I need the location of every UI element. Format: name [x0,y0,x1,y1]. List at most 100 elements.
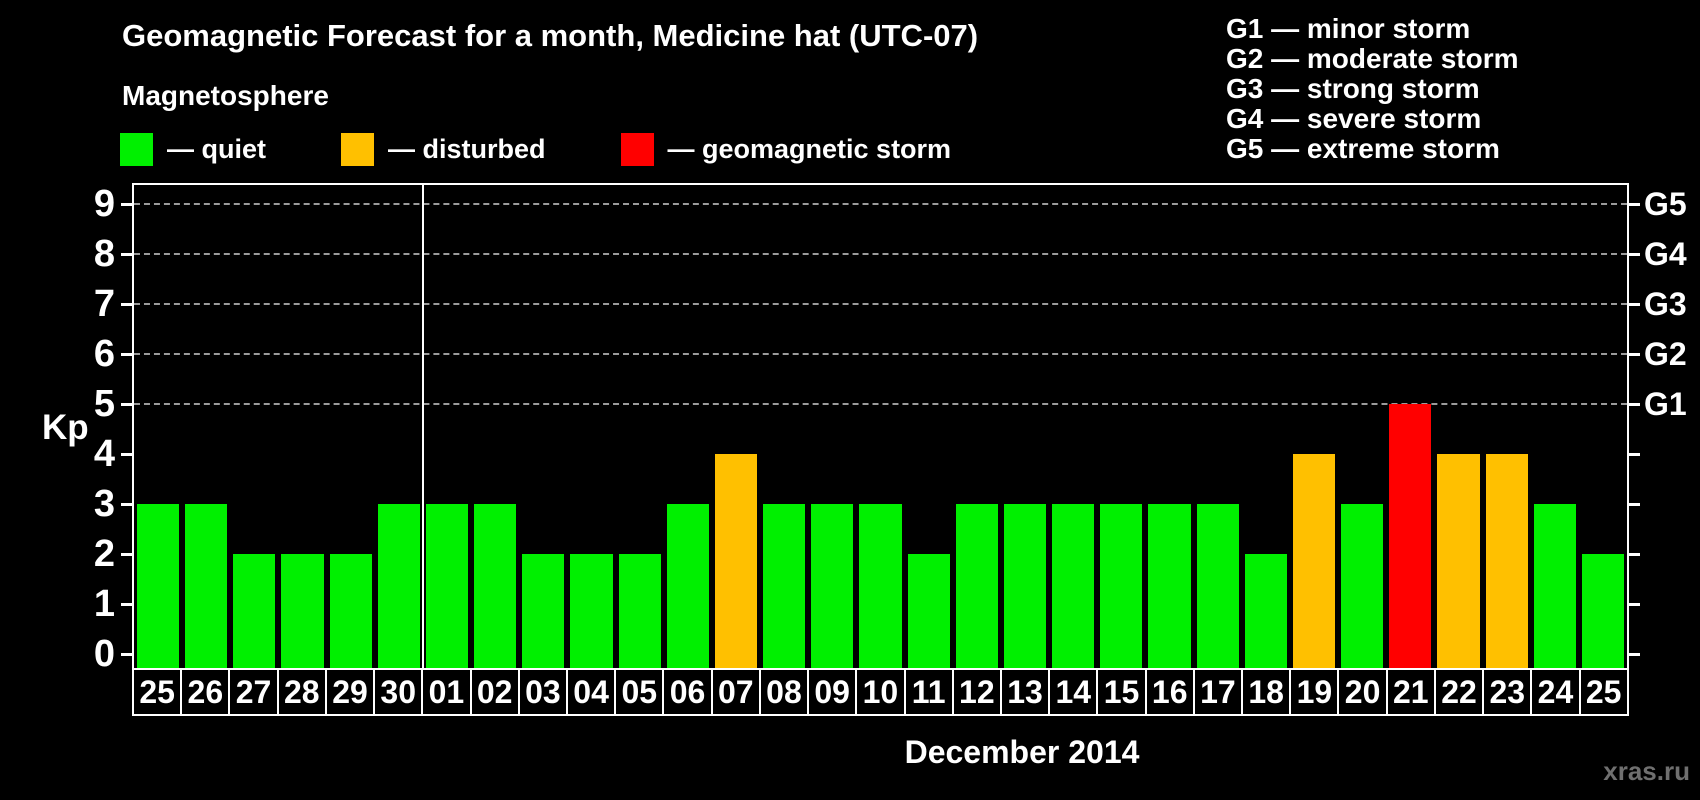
day-label-11: 11 [903,668,954,716]
bar-day-18 [1244,554,1287,670]
y-tick-label-1: 1 [93,583,115,625]
day-label-29: 29 [324,668,376,716]
day-label-10: 10 [855,668,906,716]
bar-day-20 [1341,504,1384,670]
legend-item-disturbed: — disturbed [341,133,546,166]
bar-day-23 [1485,454,1528,670]
bar-day-03 [522,554,565,670]
day-label-25: 25 [1578,668,1629,716]
g-axis-label-g3: G3 [1644,286,1687,322]
bar-day-30 [377,504,420,670]
day-label-27: 27 [228,668,279,716]
day-label-22: 22 [1433,668,1485,716]
legend-item-quiet: — quiet [120,133,266,166]
day-label-24: 24 [1530,668,1581,716]
legend-label-storm: — geomagnetic storm [667,134,952,164]
day-label-06: 06 [662,668,713,716]
magnetosphere-legend: — quiet — disturbed — geomagnetic storm [120,133,951,166]
y-tick-8 [121,253,134,256]
legend-item-storm: — geomagnetic storm [620,133,952,166]
y-tick-label-7: 7 [93,283,115,325]
y-tick-5 [121,403,134,406]
legend-label-disturbed: — disturbed [388,134,546,164]
right-tick-5 [1627,403,1640,406]
y-tick-4 [121,453,134,456]
right-tick-6 [1627,353,1640,356]
bar-day-24 [1533,504,1576,670]
y-tick-label-6: 6 [93,333,115,375]
bar-day-08 [763,504,806,670]
day-label-07: 07 [710,668,761,716]
day-label-08: 08 [758,668,810,716]
right-tick-0 [1627,653,1640,656]
right-tick-3 [1627,503,1640,506]
g-legend-line-g4: G4 — severe storm [1226,103,1482,134]
g-legend-line-g5: G5 — extreme storm [1226,133,1500,164]
y-tick-label-9: 9 [93,183,115,225]
bar-day-11 [907,554,950,670]
bar-day-14 [1052,504,1095,670]
bar-day-28 [281,554,324,670]
bar-day-29 [329,554,372,670]
gridline-kp7 [134,303,1627,305]
bar-day-21 [1389,404,1432,670]
quiet-swatch [120,133,153,166]
right-tick-8 [1627,253,1640,256]
g-legend-line-g1: G1 — minor storm [1226,13,1471,44]
disturbed-swatch [341,133,374,166]
bar-day-15 [1100,504,1143,670]
bar-day-16 [1148,504,1191,670]
day-label-09: 09 [807,668,858,716]
day-label-01: 01 [421,668,472,716]
gridline-kp8 [134,253,1627,255]
bar-day-13 [1003,504,1047,670]
y-tick-label-3: 3 [93,483,115,525]
day-label-03: 03 [517,668,568,716]
day-label-28: 28 [276,668,327,716]
chart-title: Geomagnetic Forecast for a month, Medici… [122,18,979,53]
bar-day-06 [666,504,709,670]
g-scale-legend: G1 — minor storm G2 — moderate storm G3 — … [1226,14,1519,164]
day-label-26: 26 [180,668,231,716]
day-label-30: 30 [373,668,424,716]
day-label-05: 05 [614,668,665,716]
y-axis-label: Kp [42,408,89,447]
bar-day-26 [185,504,228,670]
gridline-kp6 [134,353,1627,355]
y-tick-3 [121,503,134,506]
right-tick-1 [1627,603,1640,606]
bar-day-27 [233,554,276,670]
day-label-19: 19 [1289,668,1340,716]
bar-day-01 [425,504,469,670]
bar-day-12 [955,504,998,670]
right-tick-9 [1627,203,1640,206]
g-axis-label-g5: G5 [1644,186,1687,222]
y-tick-1 [121,603,134,606]
right-tick-2 [1627,553,1640,556]
day-label-13: 13 [999,668,1051,716]
g-axis-label-g4: G4 [1644,236,1687,272]
y-tick-label-5: 5 [93,383,115,425]
legend-label-quiet: — quiet [167,134,266,164]
day-label-21: 21 [1385,668,1436,716]
day-label-14: 14 [1048,668,1099,716]
bar-day-05 [618,554,661,670]
x-axis-label: December 2014 [904,734,1140,770]
bar-day-25 [1581,554,1624,670]
bar-day-25 [137,504,180,670]
day-label-18: 18 [1241,668,1292,716]
day-label-20: 20 [1337,668,1388,716]
g-axis-label-g2: G2 [1644,336,1687,372]
bar-day-07 [714,454,758,670]
storm-swatch [620,133,654,166]
day-label-02: 02 [469,668,520,716]
right-tick-7 [1627,303,1640,306]
month-separator-line [421,185,424,670]
bar-day-09 [811,504,854,670]
right-tick-4 [1627,453,1640,456]
y-tick-9 [121,203,134,206]
plot-area: 0 1 2 3 4 5 G1 6 G2 7 G3 8 G4 9 G5 [94,183,1687,673]
bar-day-10 [859,504,902,670]
y-tick-7 [121,303,134,306]
